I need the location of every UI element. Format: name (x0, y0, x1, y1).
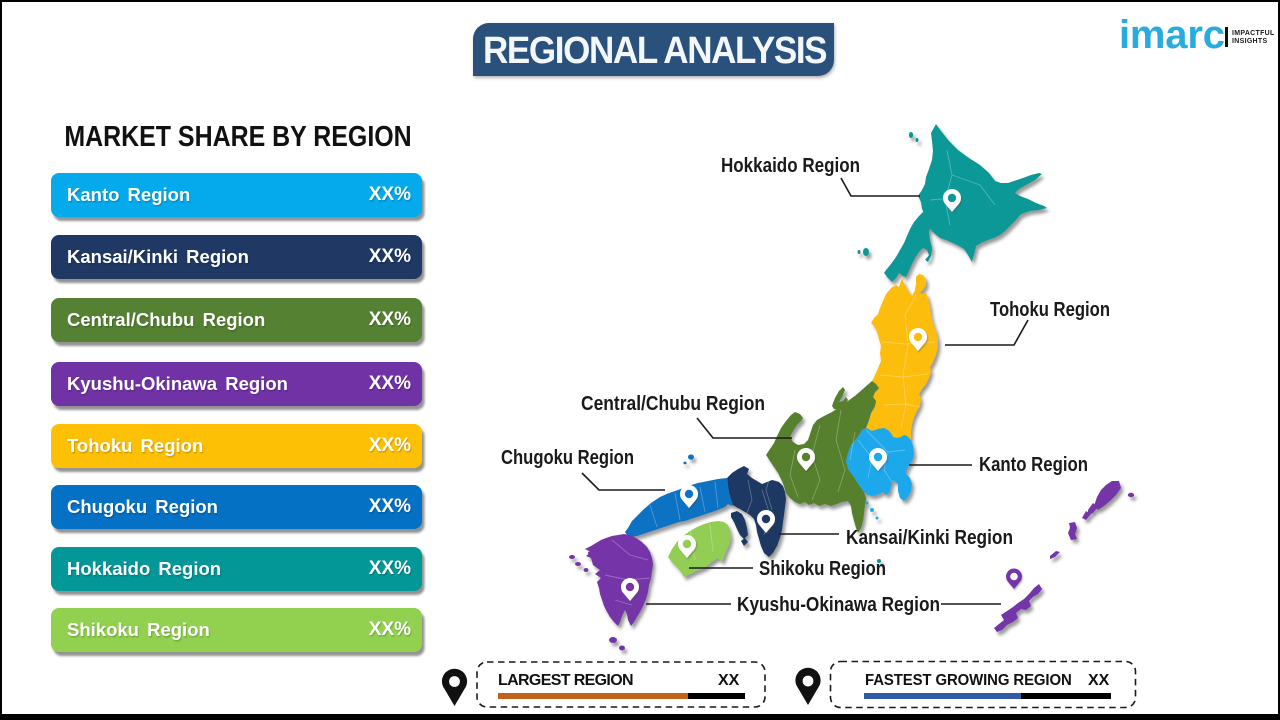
svg-text:Kansai/Kinki Region: Kansai/Kinki Region (846, 527, 1013, 549)
svg-text:Chugoku Region: Chugoku Region (501, 447, 634, 469)
svg-text:Shikoku Region: Shikoku Region (759, 558, 886, 580)
svg-text:Tohoku Region: Tohoku Region (990, 299, 1110, 321)
svg-text:Kanto Region: Kanto Region (979, 454, 1088, 476)
svg-text:Hokkaido Region: Hokkaido Region (721, 155, 860, 177)
svg-text:Central/Chubu Region: Central/Chubu Region (581, 393, 765, 415)
svg-text:Kyushu-Okinawa Region: Kyushu-Okinawa Region (737, 594, 940, 616)
